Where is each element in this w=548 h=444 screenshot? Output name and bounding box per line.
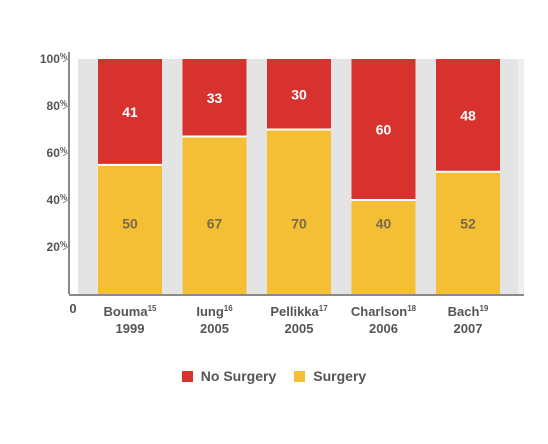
bar-surgery bbox=[267, 129, 331, 294]
bar-no-surgery bbox=[98, 59, 162, 165]
legend-swatch-no-surgery bbox=[181, 370, 193, 382]
data-label-no-surgery: 48 bbox=[460, 107, 476, 123]
data-label-surgery: 52 bbox=[460, 216, 476, 232]
bar-no-surgery bbox=[351, 59, 416, 200]
bar-surgery bbox=[98, 164, 162, 294]
y-tick-label: 100% bbox=[40, 52, 67, 66]
data-label-surgery: 67 bbox=[207, 216, 223, 232]
bar-no-surgery bbox=[436, 59, 500, 172]
origin-label: 0 bbox=[69, 301, 76, 316]
x-tick-label: Pellikka17 bbox=[270, 304, 328, 319]
bar-surgery bbox=[436, 171, 500, 294]
legend-label-surgery: Surgery bbox=[313, 368, 367, 384]
data-label-surgery: 70 bbox=[291, 216, 307, 232]
y-tick-mark bbox=[62, 57, 70, 63]
y-tick-mark bbox=[62, 245, 70, 251]
legend: No Surgery Surgery bbox=[0, 364, 548, 388]
x-tick-year: 2007 bbox=[454, 321, 483, 336]
x-tick-label: Bach19 bbox=[448, 304, 489, 319]
y-tick-label: 60% bbox=[47, 146, 67, 160]
x-tick-year: 2006 bbox=[369, 321, 398, 336]
bar-no-surgery bbox=[267, 59, 331, 130]
y-tick-mark bbox=[62, 151, 70, 157]
data-label-surgery: 40 bbox=[376, 216, 392, 232]
x-tick-label: Bouma15 bbox=[104, 304, 158, 319]
x-tick-label: Charlson18 bbox=[351, 304, 417, 319]
y-tick-mark bbox=[62, 198, 70, 204]
bar-surgery bbox=[351, 200, 416, 294]
x-tick-label: Iung16 bbox=[196, 304, 233, 319]
data-label-no-surgery: 33 bbox=[207, 90, 223, 106]
legend-item-surgery: Surgery bbox=[294, 368, 366, 384]
bar-surgery bbox=[182, 136, 247, 294]
y-tick-mark bbox=[62, 104, 70, 110]
legend-swatch-surgery bbox=[294, 370, 306, 382]
legend-item-no-surgery: No Surgery bbox=[181, 368, 277, 384]
y-tick-label: 20% bbox=[47, 240, 67, 254]
legend-label-no-surgery: No Surgery bbox=[200, 368, 277, 384]
data-label-no-surgery: 30 bbox=[291, 86, 307, 102]
x-tick-year: 2005 bbox=[200, 321, 229, 336]
x-tick-year: 1999 bbox=[116, 321, 145, 336]
y-tick-label: 40% bbox=[47, 193, 67, 207]
data-label-no-surgery: 41 bbox=[122, 104, 138, 120]
data-label-surgery: 50 bbox=[122, 216, 138, 232]
data-label-no-surgery: 60 bbox=[376, 122, 392, 138]
plot-background-edge bbox=[518, 59, 524, 294]
x-tick-year: 2005 bbox=[285, 321, 314, 336]
y-tick-label: 80% bbox=[47, 99, 67, 113]
bar-no-surgery bbox=[182, 59, 247, 137]
